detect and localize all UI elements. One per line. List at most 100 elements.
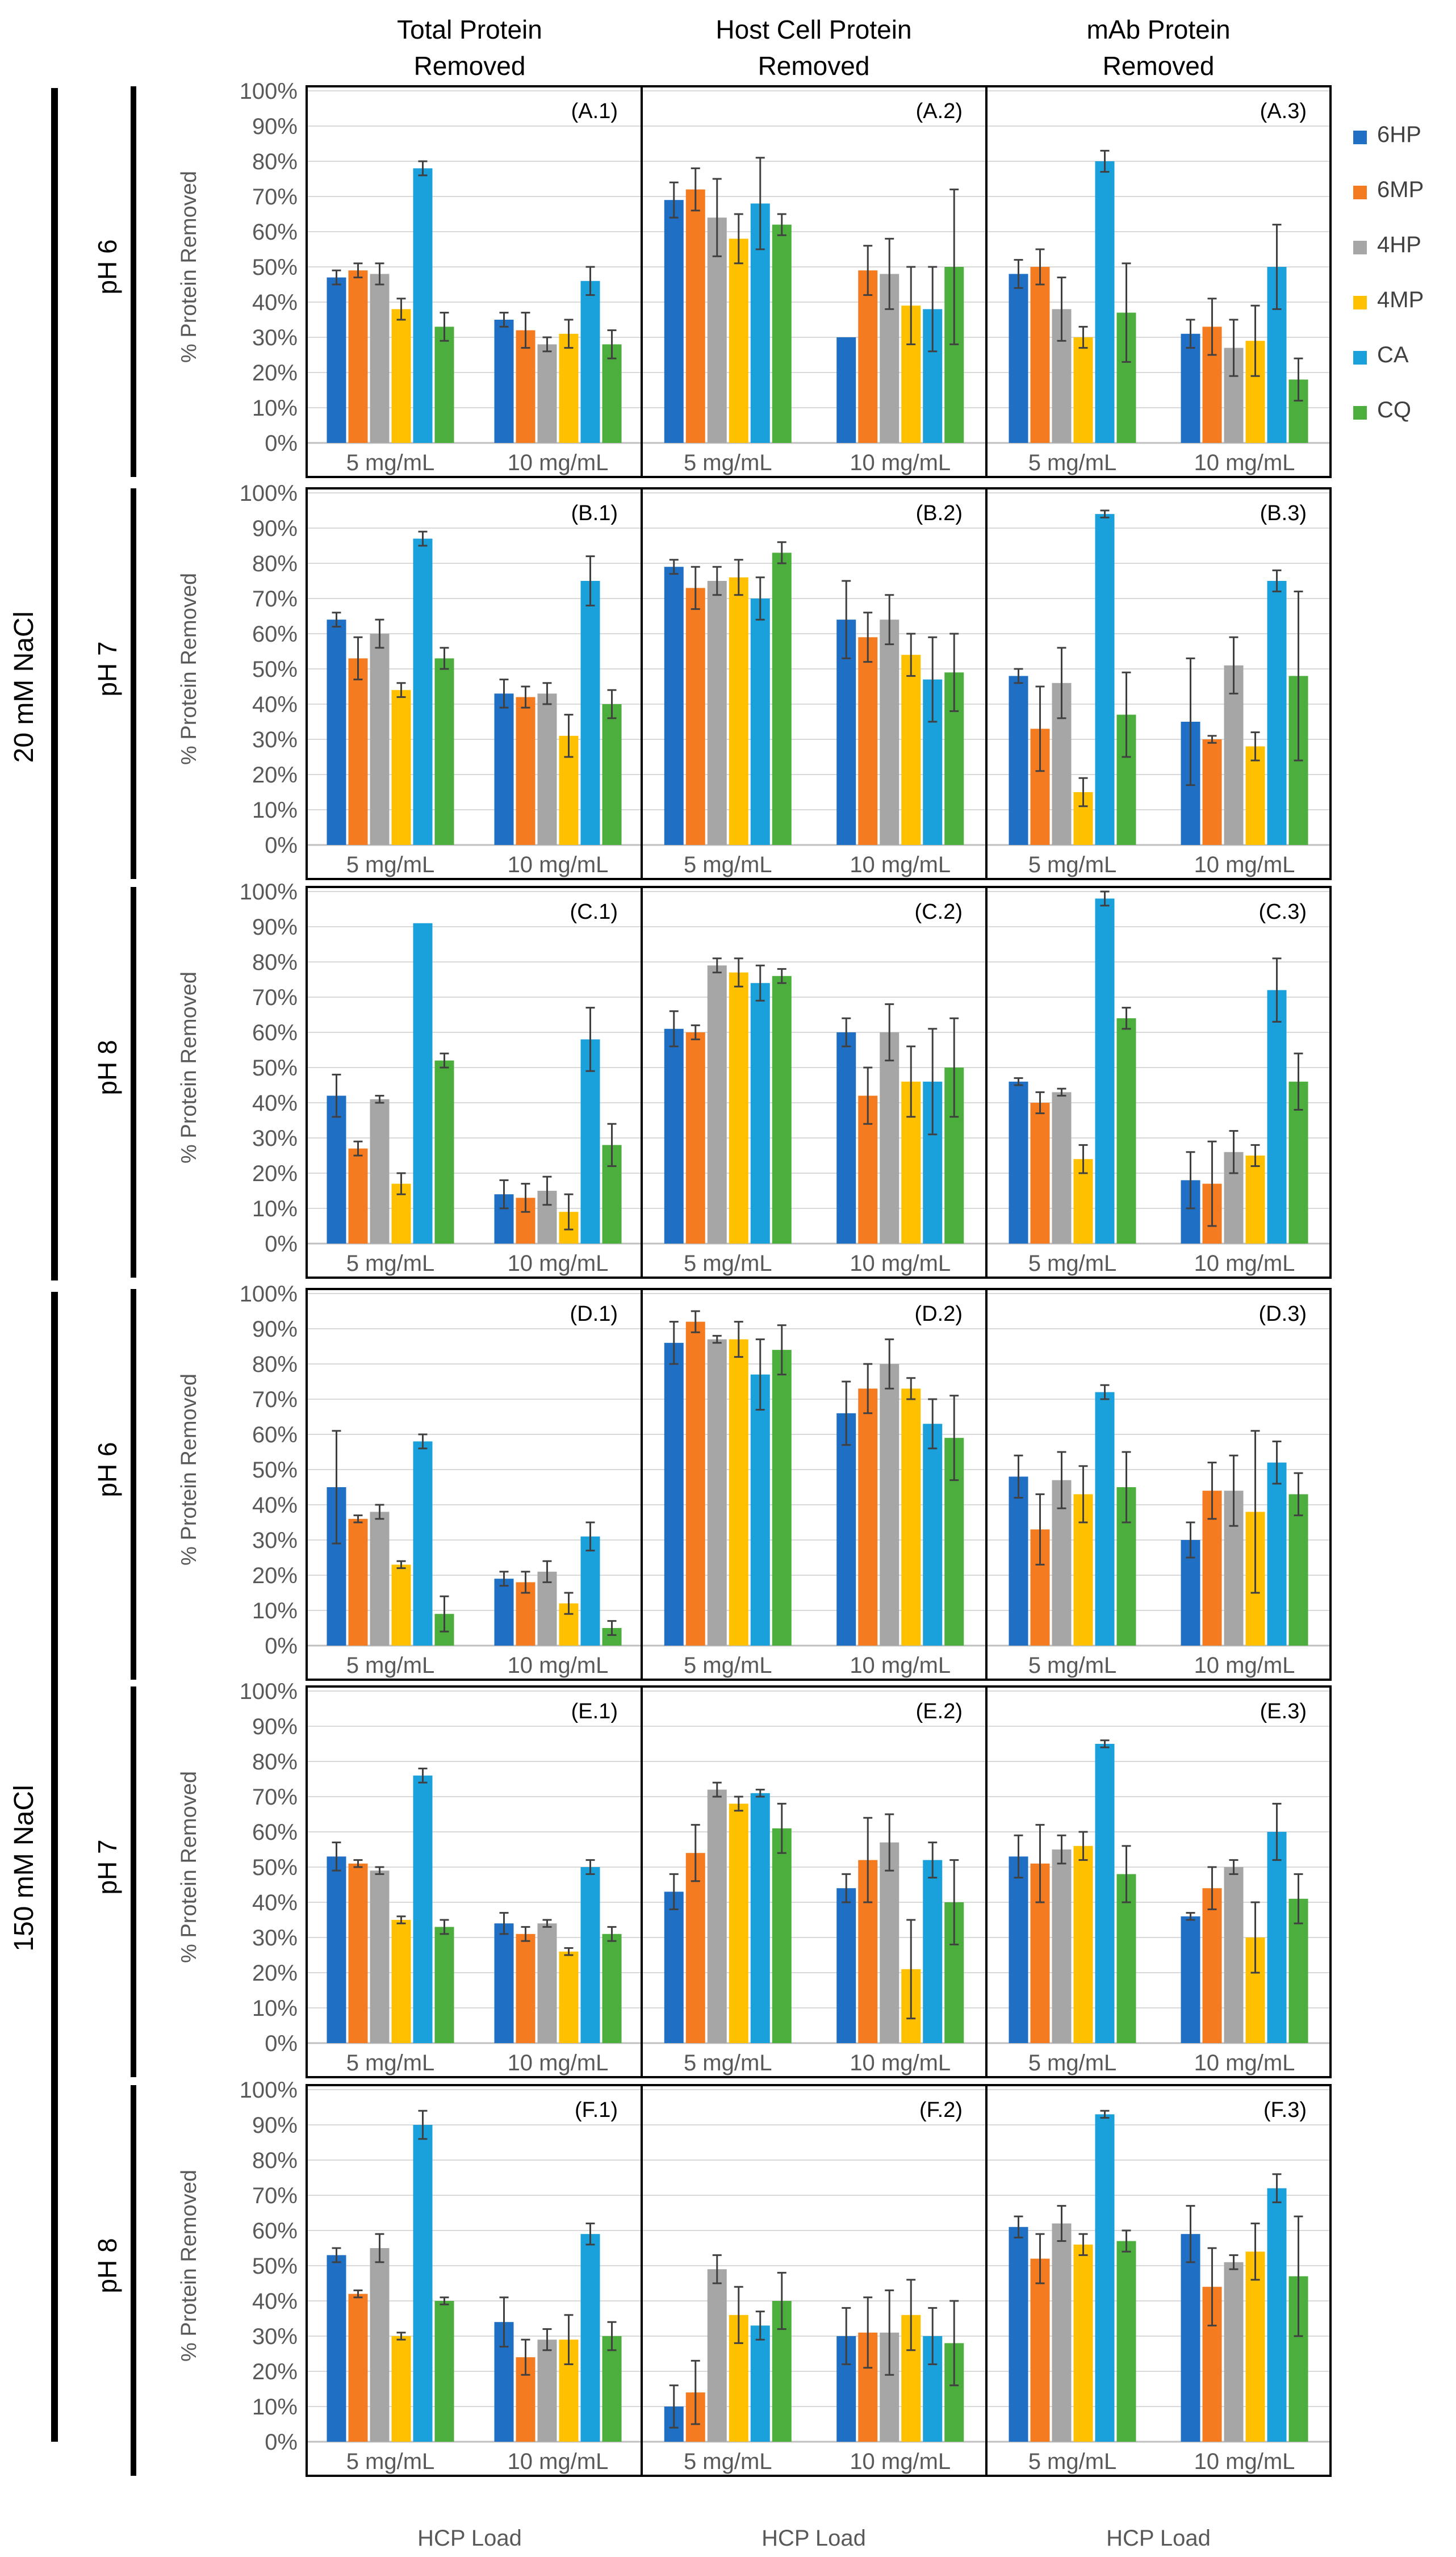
panel-label: (B.2): [916, 501, 963, 525]
y-tick-label: 60%: [252, 1422, 298, 1447]
bar-4mp: [729, 1803, 748, 2043]
y-tick-label: 80%: [252, 950, 298, 975]
bar-cq: [434, 1927, 454, 2043]
bar-4hp: [537, 2340, 557, 2442]
bar-cq: [1288, 1494, 1308, 1646]
bar-4mp: [391, 1920, 411, 2043]
row-bracket: [131, 488, 136, 879]
group-bar-20mm: [51, 88, 58, 1280]
category-label: 5 mg/mL: [1028, 1653, 1117, 1678]
panel-frame: [985, 2084, 1332, 2477]
legend-swatch-ca: [1353, 351, 1367, 365]
y-tick-label: 40%: [252, 1890, 298, 1915]
legend-label-6hp: 6HP: [1377, 122, 1421, 147]
y-tick-label: 0%: [265, 1634, 298, 1659]
panel-label: (D.2): [915, 1302, 963, 1326]
bar-cq: [434, 327, 454, 443]
panels: 5 mg/mL 10 mg/mL (A.1) 0% 10% 20% 30% 40% 50% 60%…: [177, 79, 1332, 2477]
panel-label: (D.1): [570, 1302, 618, 1326]
bar-6hp: [1181, 333, 1200, 443]
bar-6hp: [664, 567, 684, 845]
legend-swatch-4hp: [1353, 241, 1367, 254]
category-label: 10 mg/mL: [1194, 852, 1295, 877]
y-tick-label: 30%: [252, 325, 298, 350]
y-tick-label: 70%: [252, 587, 298, 612]
bar-cq: [602, 704, 622, 845]
bar-ca: [750, 983, 770, 1244]
bar-6hp: [836, 337, 856, 443]
y-tick-label: 50%: [252, 1855, 298, 1880]
category-label: 10 mg/mL: [508, 450, 609, 475]
y-tick-label: 50%: [252, 2254, 298, 2279]
category-label: 10 mg/mL: [850, 2050, 951, 2075]
y-tick-label: 100%: [240, 880, 298, 905]
bar-6hp: [836, 1888, 856, 2043]
bar-6hp: [664, 1342, 684, 1646]
panel-e-2: 5 mg/mL 10 mg/mL (E.2): [641, 1685, 988, 2078]
bar-6mp: [1202, 1888, 1222, 2043]
bar-4mp: [391, 690, 411, 845]
bar-6hp: [836, 1032, 856, 1244]
bar-4hp: [1224, 2262, 1244, 2442]
bar-4hp: [880, 1842, 899, 2043]
panel-frame: [985, 1288, 1332, 1681]
bar-cq: [772, 1828, 792, 2043]
bar-cq: [772, 976, 792, 1244]
y-tick-label: 40%: [252, 1493, 298, 1518]
category-label: 5 mg/mL: [346, 852, 435, 877]
category-label: 10 mg/mL: [1194, 2050, 1295, 2075]
panel-frame: [985, 487, 1332, 880]
y-tick-label: 80%: [252, 1352, 298, 1377]
y-tick-label: 50%: [252, 657, 298, 682]
panel-e-1: 5 mg/mL 10 mg/mL (E.1) 0% 10% 20% 30% 40% 50% 60%…: [177, 1679, 643, 2078]
category-label: 10 mg/mL: [1194, 1251, 1295, 1276]
category-label: 5 mg/mL: [346, 1251, 435, 1276]
y-tick-label: 60%: [252, 1820, 298, 1845]
y-tick-label: 100%: [240, 1282, 298, 1307]
y-tick-label: 100%: [240, 481, 298, 506]
bar-6hp: [327, 620, 346, 845]
legend-swatch-6hp: [1353, 131, 1367, 144]
bar-cq: [602, 2336, 622, 2442]
row-bracket: [131, 86, 136, 477]
panel-b-2: 5 mg/mL 10 mg/mL (B.2): [641, 487, 988, 880]
bar-ca: [1267, 2188, 1287, 2442]
group-label-20mm: 20 mM NaCl: [9, 612, 39, 763]
panel-frame: [985, 85, 1332, 478]
y-tick-label: 80%: [252, 551, 298, 576]
bar-6mp: [348, 1148, 368, 1244]
y-tick-label: 90%: [252, 516, 298, 541]
column-title-total-line1: Total Protein: [397, 15, 542, 44]
bar-ca: [750, 2325, 770, 2442]
bar-4hp: [880, 1032, 899, 1244]
bar-cq: [602, 344, 622, 443]
bar-4mp: [1073, 337, 1093, 443]
legend-label-4hp: 4HP: [1377, 232, 1421, 257]
panel-label: (E.1): [571, 1700, 618, 1723]
bar-4hp: [370, 1870, 390, 2043]
y-tick-label: 40%: [252, 1091, 298, 1116]
y-tick-label: 10%: [252, 798, 298, 823]
panel-label: (E.2): [916, 1700, 963, 1723]
bar-6hp: [1009, 676, 1028, 845]
bar-6mp: [1030, 1103, 1050, 1244]
y-tick-label: 30%: [252, 1926, 298, 1951]
panel-c-2: 5 mg/mL 10 mg/mL (C.2): [641, 886, 988, 1279]
bar-ca: [413, 1441, 433, 1646]
panel-c-1: 5 mg/mL 10 mg/mL (C.1) 0% 10% 20% 30% 40% 50% 60%…: [177, 880, 643, 1279]
y-tick-label: 0%: [265, 1232, 298, 1257]
bar-4mp: [1245, 746, 1265, 845]
category-label: 10 mg/mL: [508, 2449, 609, 2474]
bar-ca: [750, 599, 770, 845]
y-tick-label: 40%: [252, 692, 298, 717]
bar-4mp: [729, 1339, 748, 1646]
bar-6mp: [1030, 2258, 1050, 2442]
bar-6hp: [664, 1891, 684, 2043]
bar-6hp: [1009, 1476, 1028, 1646]
bar-4hp: [880, 620, 899, 845]
bar-6hp: [1009, 1081, 1028, 1244]
group-label-150mm: 150 mM NaCl: [9, 1785, 39, 1951]
bar-ca: [1095, 2114, 1115, 2442]
bar-6hp: [1009, 2227, 1028, 2442]
legend-swatch-cq: [1353, 406, 1367, 420]
